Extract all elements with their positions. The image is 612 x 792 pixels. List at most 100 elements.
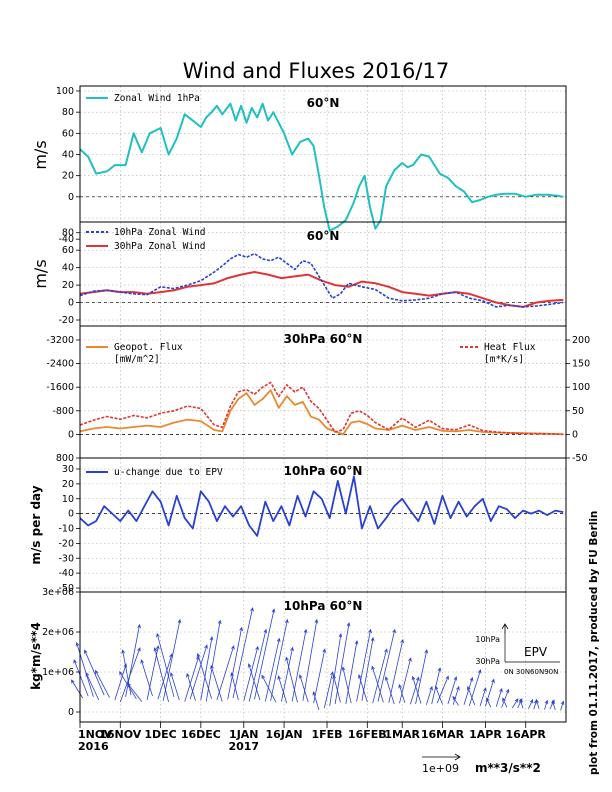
figure-title: Wind and Fluxes 2016/17 (183, 59, 449, 83)
x-tick-label: 1NOV (78, 728, 113, 741)
epv-vector (125, 623, 141, 697)
epv-vector (302, 618, 319, 701)
side-note: plot from 01.11.2017, produced by FU Ber… (588, 511, 600, 775)
panel-3-y-right-tick-label: 50 (572, 406, 584, 417)
panel-2-y-tick-label: 60 (62, 245, 74, 256)
epv-vector (371, 665, 384, 703)
epv-vector (232, 607, 254, 699)
epv-vector (281, 646, 294, 702)
epv-vector (411, 675, 422, 704)
legend-unit-heat-flux: [m*K/s] (484, 354, 524, 365)
panel-4-grid (79, 458, 566, 592)
x-tick-label: 1FEB (311, 728, 342, 741)
panel-3-y-left-tick-label: -800 (52, 406, 74, 417)
epv-vector (247, 663, 261, 701)
panel-4-y-tick-label: 20 (62, 479, 74, 490)
epv-vector (85, 672, 100, 701)
epv-inset-arrow-icon (501, 623, 509, 634)
panel-3-y-ticks: -3200 -2400 -1600 -800 0 800 200 150 100 50 0 -50 (46, 335, 590, 464)
epv-vector (341, 666, 352, 704)
panel-1-y-tick-label: 60 (62, 128, 74, 139)
panel-3-y-left-tick-label: 0 (68, 429, 74, 440)
panel-3-y-right-tick-label: 0 (572, 429, 578, 440)
epv-vector (436, 675, 449, 704)
panel-3-series (79, 381, 564, 436)
x-tick-label: 1DEC (144, 728, 176, 741)
panel-1-header: 60°N (307, 96, 340, 110)
panel-fluxes: -3200 -2400 -1600 -800 0 800 200 150 100 50 0 -50 3… (46, 325, 590, 464)
epv-vector (210, 664, 223, 702)
panel-1-y-ticks: 0 20 40 60 80 100 -40 (56, 86, 80, 245)
epv-vector (186, 672, 196, 701)
epv-vector (528, 698, 534, 709)
panel-4-y-tick-label: -40 (58, 568, 74, 579)
panel-2-y-tick-label: 40 (62, 263, 74, 274)
epv-vector (431, 667, 442, 705)
epv-vector (162, 618, 182, 701)
panel-3-grid (79, 326, 566, 459)
legend-label-u-change: u-change due to EPV (114, 467, 223, 478)
epv-vector (313, 648, 327, 704)
series-10hpa-zonal-wind (79, 252, 564, 308)
panel-2-y-tick-label: 80 (62, 228, 74, 239)
epv-vector (243, 645, 259, 701)
panel-4-y-tick-label: 10 (62, 494, 74, 505)
panel-1-y-tick-label: 0 (68, 192, 74, 203)
epv-vector (75, 641, 94, 697)
epv-vector (285, 656, 298, 703)
legend-unit-geopot-flux: [mW/m^2] (114, 354, 160, 365)
legend-label-10hpa-zonal-wind: 10hPa Zonal Wind (114, 227, 206, 238)
x-tick-label: 16DEC (181, 728, 221, 741)
epv-vector (468, 669, 482, 707)
panel-1-y-tick-label: 20 (62, 171, 74, 182)
panel-2-series (79, 252, 564, 308)
series-geopot-flux (79, 389, 564, 436)
panel-4-ylabel: m/s per day (29, 485, 43, 564)
epv-vector (560, 700, 565, 711)
panel-1-ylabel: m/s (31, 140, 50, 169)
panel-zonal-wind-10-30hpa: -20 0 20 40 60 80 m/s 60°N 10hPa Zonal Wind 3… (31, 221, 567, 327)
epv-vector (345, 640, 359, 705)
x-year-label: 2016 (78, 740, 109, 753)
vector-scale: 1e+09 m**3/s**2 (422, 753, 541, 775)
epv-vector (452, 685, 460, 705)
panel-1-series (79, 102, 564, 232)
panel-5-y-tick-label: 3e+06 (42, 587, 74, 598)
panel-4-y-tick-label: -20 (58, 538, 74, 549)
epv-vector (415, 649, 429, 705)
epv-inset-bottom-label: 30hPa (475, 657, 500, 666)
panel-4-y-tick-label: 0 (68, 509, 74, 520)
x-tick-label: 16NOV (99, 728, 142, 741)
epv-vector (384, 676, 395, 705)
panel-3-header: 30hPa 60°N (284, 332, 363, 346)
panel-5-y-tick-label: 1e+06 (42, 667, 74, 678)
epv-inset-top-label: 10hPa (475, 635, 500, 644)
panel-5-vectors (71, 607, 565, 711)
epv-vector (479, 687, 487, 707)
panel-3-y-left-tick-label: 800 (56, 453, 74, 464)
panel-2-ylabel: m/s (31, 259, 50, 288)
panel-2-header: 60°N (307, 229, 340, 243)
epv-vector (248, 628, 268, 702)
epv-inset: 10hPa 30hPa EPV 0N 30N60N90N (475, 623, 560, 676)
panel-3-y-left-tick-label: -2400 (46, 359, 74, 370)
epv-vector (519, 698, 524, 709)
panel-5-y-tick-label: 0 (68, 707, 74, 718)
epv-vector (254, 608, 276, 700)
panel-4-y-tick-label: -30 (58, 553, 74, 564)
epv-vector (84, 649, 105, 696)
epv-vector (551, 700, 556, 711)
epv-vector (467, 685, 476, 705)
scale-label: 1e+09 (422, 762, 459, 775)
epv-vector (95, 669, 110, 698)
epv-vector (277, 675, 288, 704)
scale-unit: m**3/s**2 (475, 761, 541, 775)
panel-5-frame (79, 591, 567, 723)
epv-vector (170, 672, 180, 701)
epv-vector (270, 618, 289, 701)
panel-1-y-tick-label: 40 (62, 150, 74, 161)
epv-vector (377, 628, 396, 702)
panel-2-y-tick-label: 0 (68, 298, 74, 309)
panel-2-y-ticks: -20 0 20 40 60 80 (58, 228, 80, 326)
